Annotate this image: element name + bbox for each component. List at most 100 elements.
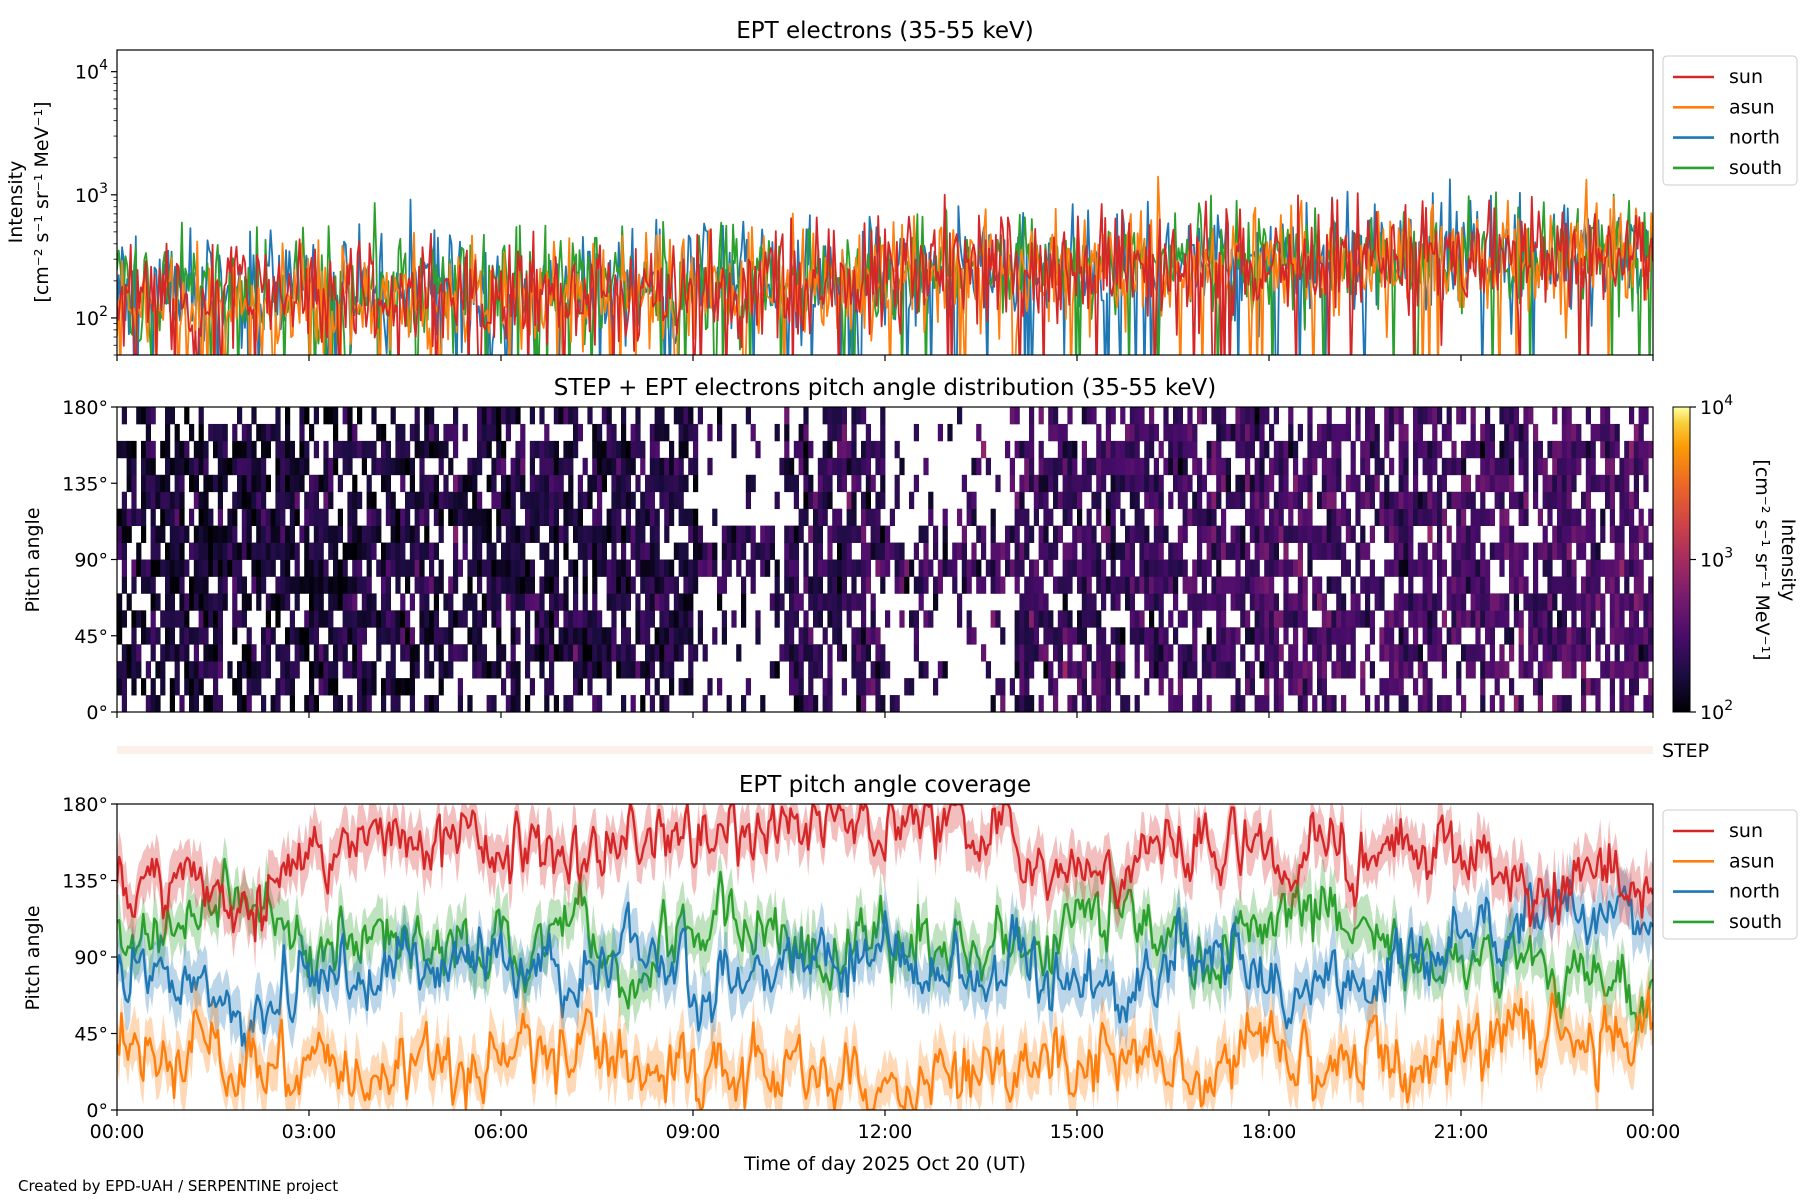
heatmap-cell (563, 508, 569, 527)
heatmap-cell (1437, 644, 1443, 662)
heatmap-cell (1408, 508, 1414, 527)
heatmap-cell (179, 525, 185, 543)
heatmap-cell (1518, 627, 1524, 645)
heatmap-cell (1139, 627, 1145, 645)
heatmap-cell (577, 542, 583, 560)
heatmap-cell (438, 559, 444, 577)
heatmap-cell (1139, 474, 1145, 493)
heatmap-cell (1105, 695, 1111, 712)
heatmap-cell (1566, 576, 1572, 594)
heatmap-cell (741, 525, 747, 543)
heatmap-cell (1374, 423, 1380, 442)
heatmap-cell (491, 491, 497, 510)
heatmap-cell (1072, 491, 1078, 510)
heatmap-cell (669, 508, 675, 527)
heatmap-cell (309, 627, 315, 645)
heatmap-cell (1336, 627, 1342, 645)
heatmap-cell (1019, 627, 1025, 645)
heatmap-cell (904, 576, 910, 594)
heatmap-cell (1624, 593, 1630, 611)
heatmap-cell (453, 508, 459, 527)
heatmap-cell (817, 457, 823, 476)
heatmap-cell (1609, 457, 1615, 476)
heatmap-cell (1014, 661, 1020, 679)
heatmap-cell (808, 525, 814, 543)
colorbar-tick-label-exp: 4 (1724, 393, 1733, 409)
heatmap-cell (385, 593, 391, 611)
heatmap-cell (1528, 661, 1534, 679)
heatmap-cell (1024, 593, 1030, 611)
heatmap-cell (280, 542, 286, 560)
heatmap-cell (880, 559, 886, 577)
heatmap-cell (299, 525, 305, 543)
heatmap-cell (141, 491, 147, 510)
heatmap-cell (827, 559, 833, 577)
heatmap-cell (880, 491, 886, 510)
heatmap-cell (678, 491, 684, 510)
heatmap-cell (1533, 627, 1539, 645)
heatmap-cell (861, 407, 867, 425)
heatmap-cell (760, 695, 766, 712)
heatmap-cell (1489, 423, 1495, 442)
heatmap-cell (385, 559, 391, 577)
heatmap-cell (246, 474, 252, 493)
heatmap-cell (1504, 610, 1510, 628)
heatmap-cell (486, 474, 492, 493)
heatmap-cell (1614, 559, 1620, 577)
heatmap-cell (193, 593, 199, 611)
heatmap-cell (525, 576, 531, 594)
heatmap-cell (1437, 474, 1443, 493)
heatmap-cell (496, 508, 502, 527)
heatmap-cell (505, 423, 511, 442)
heatmap-cell (1336, 457, 1342, 476)
heatmap-cell (1494, 661, 1500, 679)
heatmap-cell (251, 678, 257, 696)
heatmap-cell (1456, 661, 1462, 679)
heatmap-cell (501, 678, 507, 696)
heatmap-cell (1403, 593, 1409, 611)
heatmap-cell (217, 508, 223, 527)
heatmap-cell (856, 457, 862, 476)
heatmap-cell (712, 627, 718, 645)
heatmap-cell (961, 474, 967, 493)
heatmap-cell (793, 491, 799, 510)
heatmap-cell (592, 610, 598, 628)
heatmap-cell (275, 576, 281, 594)
heatmap-cell (1101, 661, 1107, 679)
heatmap-cell (1019, 559, 1025, 577)
heatmap-cell (265, 559, 271, 577)
heatmap-cell (337, 559, 343, 577)
heatmap-cell (1302, 661, 1308, 679)
heatmap-cell (1489, 627, 1495, 645)
heatmap-cell (227, 525, 233, 543)
heatmap-cell (1557, 576, 1563, 594)
heatmap-cell (1561, 542, 1567, 560)
heatmap-cell (352, 559, 358, 577)
heatmap-cell (189, 542, 195, 560)
heatmap-cell (1321, 661, 1327, 679)
heatmap-cell (1283, 627, 1289, 645)
heatmap-cell (169, 559, 175, 577)
heatmap-cell (1029, 407, 1035, 425)
heatmap-cell (1048, 423, 1054, 442)
heatmap-cell (803, 423, 809, 442)
heatmap-cell (616, 661, 622, 679)
heatmap-cell (1518, 491, 1524, 510)
heatmap-cell (558, 593, 564, 611)
heatmap-cell (1561, 576, 1567, 594)
heatmap-cell (189, 695, 195, 712)
heatmap-cell (1470, 610, 1476, 628)
heatmap-cell (424, 407, 430, 425)
heatmap-cell (184, 644, 190, 662)
heatmap-cell (1259, 440, 1265, 459)
heatmap-cell (366, 695, 372, 712)
heatmap-cell (1422, 678, 1428, 696)
heatmap-cell (1365, 542, 1371, 560)
heatmap-cell (1552, 491, 1558, 510)
heatmap-cell (1489, 644, 1495, 662)
heatmap-cell (539, 576, 545, 594)
heatmap-cell (1091, 525, 1097, 543)
heatmap-cell (496, 661, 502, 679)
heatmap-cell (1235, 440, 1241, 459)
heatmap-cell (582, 644, 588, 662)
